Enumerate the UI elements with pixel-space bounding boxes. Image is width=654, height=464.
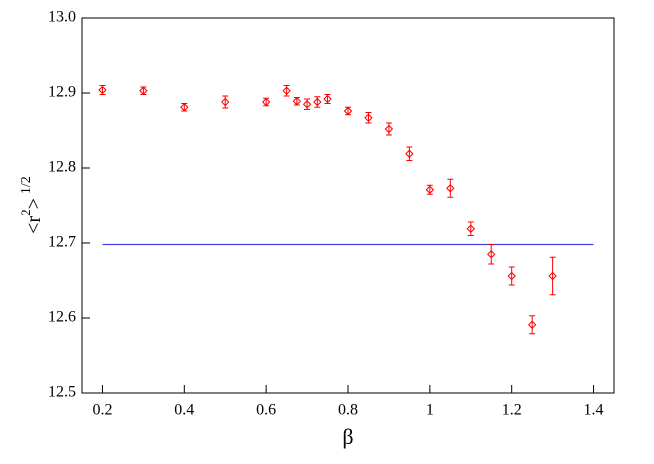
point — [548, 271, 557, 281]
y-tick-label: 12.7 — [48, 234, 76, 251]
error-bar — [263, 97, 270, 107]
error-bar — [508, 266, 515, 286]
x-axis-label: β — [342, 424, 353, 449]
point — [507, 271, 516, 281]
point — [527, 320, 537, 329]
x-tick-label: 0.8 — [338, 402, 358, 419]
y-label-part: <r — [23, 216, 45, 234]
point — [313, 97, 322, 107]
y-axis-label: <r2>1/2 — [18, 176, 45, 234]
point — [405, 149, 414, 158]
y-label-sup: 2 — [18, 209, 33, 216]
error-bar — [467, 221, 474, 236]
plot-frame — [81, 17, 615, 394]
error-bar — [140, 86, 147, 95]
error-bar — [181, 103, 188, 112]
error-bar — [293, 97, 300, 106]
y-tick-label: 13.0 — [48, 9, 76, 26]
point — [364, 113, 373, 122]
point — [384, 124, 394, 134]
point — [302, 100, 312, 109]
point — [282, 86, 291, 95]
point — [446, 184, 455, 193]
point — [261, 97, 271, 107]
y-label-part: > — [23, 198, 45, 209]
error-bar — [447, 178, 454, 198]
error-bar — [406, 146, 413, 161]
error-bar — [488, 244, 495, 265]
point — [292, 97, 302, 106]
error-bar — [345, 106, 351, 116]
y-tick-label: 12.8 — [48, 159, 76, 176]
point — [425, 185, 435, 194]
point — [221, 97, 230, 107]
point — [139, 86, 148, 95]
error-bar — [549, 256, 556, 296]
point — [343, 106, 353, 116]
point — [487, 250, 496, 259]
y-tick-label: 12.9 — [48, 84, 76, 101]
point — [98, 85, 107, 95]
x-tick-label: 0.6 — [256, 402, 276, 419]
y-tick-label: 12.5 — [48, 384, 76, 401]
y-tick-label: 12.6 — [48, 309, 76, 326]
x-tick-label: 0.2 — [92, 402, 112, 419]
x-tick-label: 1.2 — [502, 402, 522, 419]
point — [180, 103, 189, 112]
y-label-sup: 1/2 — [19, 176, 34, 194]
point — [466, 224, 475, 233]
x-tick-label: 1.4 — [584, 402, 604, 419]
point — [323, 94, 332, 104]
error-bar — [529, 315, 536, 335]
x-tick-label: 1 — [426, 402, 434, 419]
x-tick-label: 0.4 — [174, 402, 194, 419]
